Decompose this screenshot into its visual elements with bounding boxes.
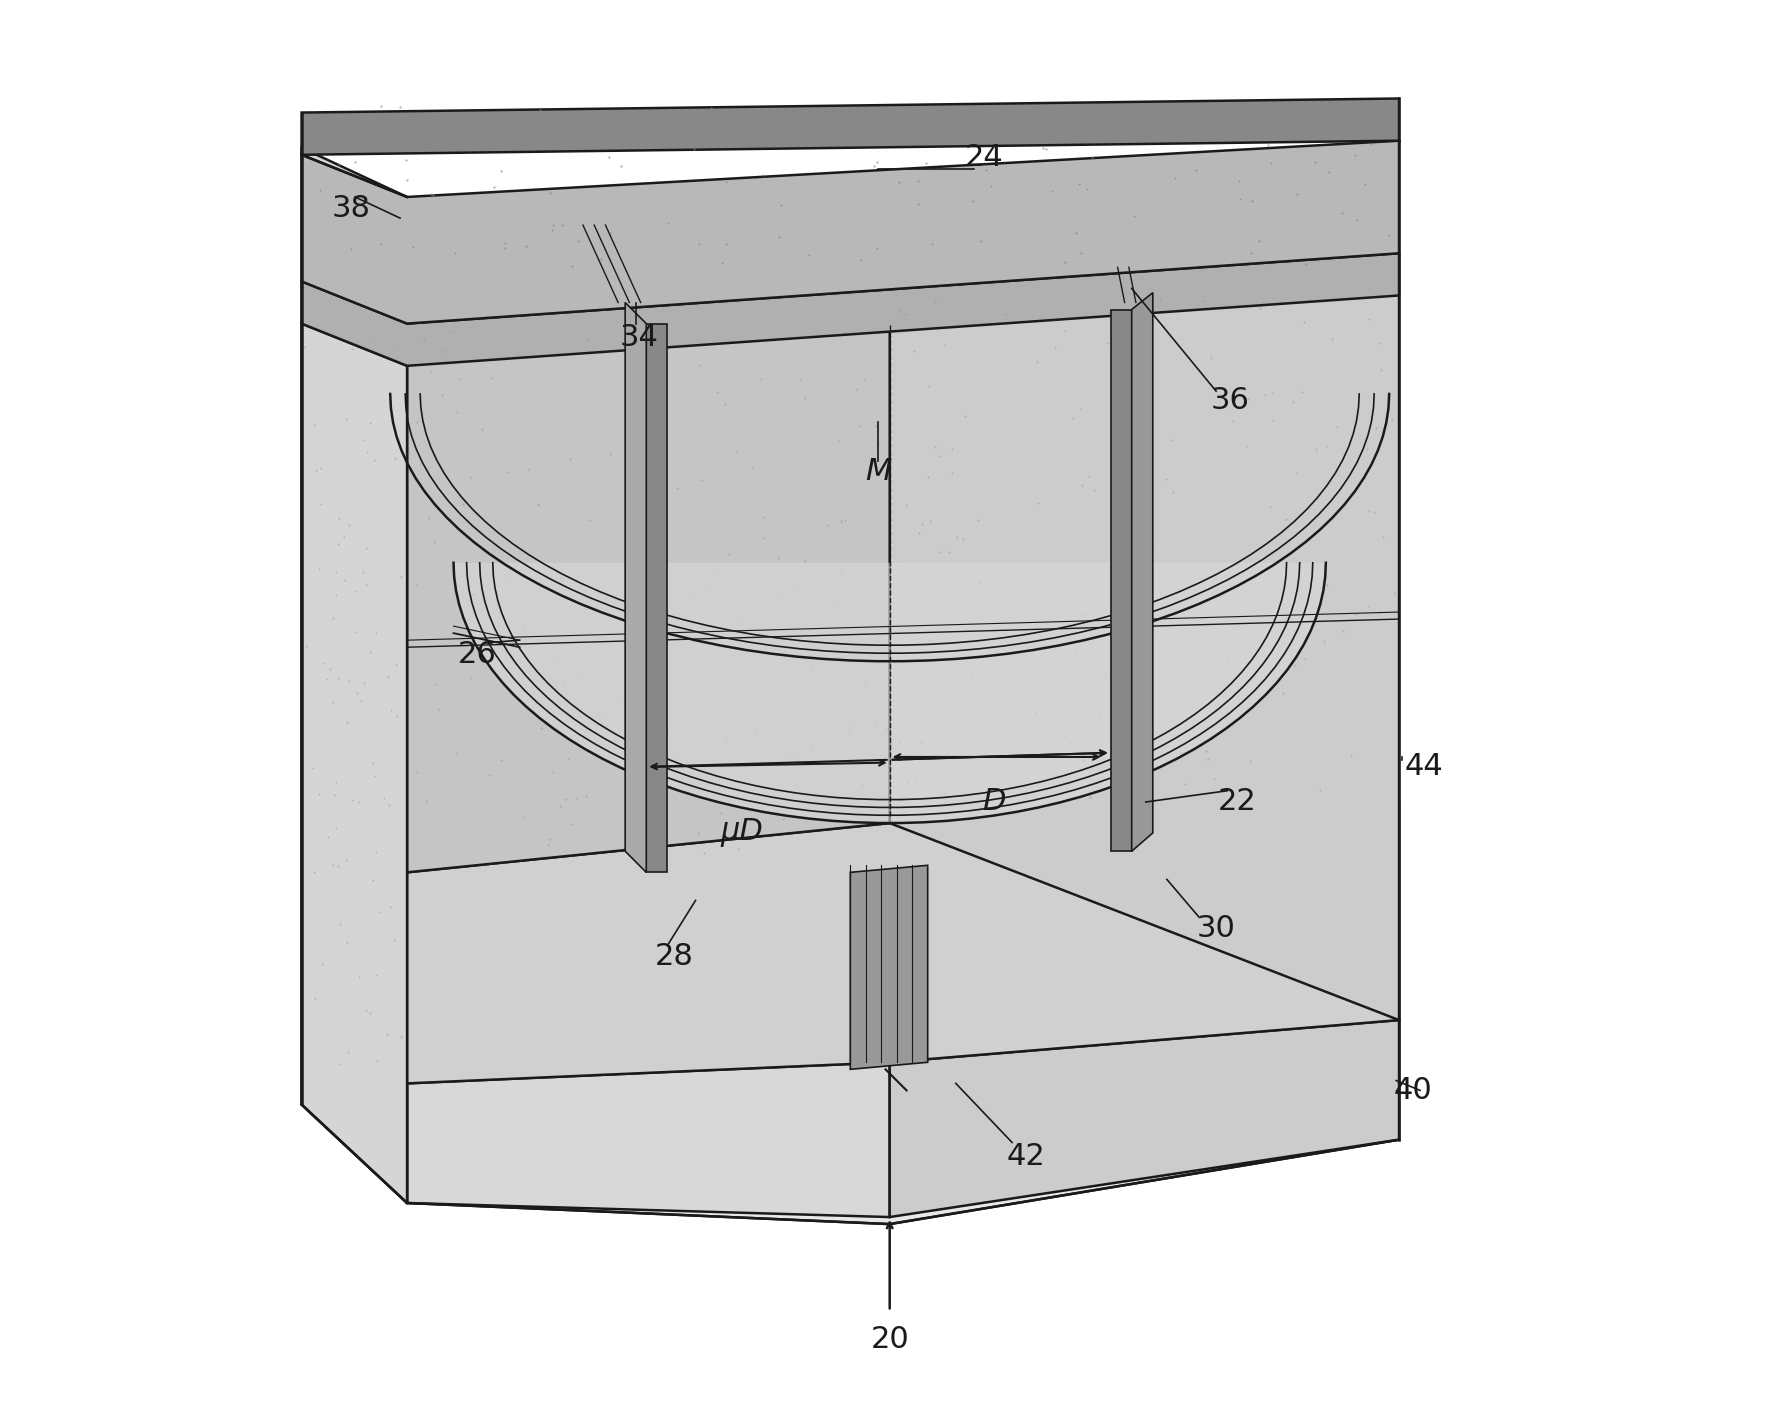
Polygon shape [1110, 310, 1132, 851]
Text: 40: 40 [1394, 1076, 1433, 1104]
Text: 24: 24 [964, 144, 1003, 172]
Text: 38: 38 [332, 194, 369, 222]
Polygon shape [302, 148, 407, 1203]
Polygon shape [453, 563, 1326, 823]
Text: 20: 20 [871, 1325, 909, 1354]
Text: 30: 30 [1196, 915, 1235, 943]
Polygon shape [302, 253, 1399, 366]
Text: 42: 42 [1007, 1142, 1046, 1171]
Polygon shape [407, 1062, 889, 1217]
Polygon shape [850, 865, 928, 1069]
Polygon shape [889, 1020, 1399, 1217]
Text: 26: 26 [459, 640, 496, 668]
Text: μD: μD [721, 819, 764, 847]
Text: 28: 28 [655, 943, 694, 971]
Polygon shape [407, 288, 889, 872]
Polygon shape [646, 324, 668, 872]
Text: 22: 22 [1217, 788, 1257, 816]
Text: M: M [866, 457, 892, 485]
Polygon shape [1132, 293, 1153, 851]
Text: 44: 44 [1405, 753, 1444, 781]
Polygon shape [625, 303, 646, 872]
Polygon shape [302, 324, 407, 1203]
Polygon shape [302, 141, 1399, 324]
Polygon shape [407, 1020, 1399, 1224]
Text: 34: 34 [619, 324, 659, 352]
Text: D: D [982, 788, 1005, 816]
Polygon shape [407, 802, 1399, 1083]
Polygon shape [889, 253, 1399, 1020]
Text: 36: 36 [1210, 387, 1249, 415]
Polygon shape [302, 98, 1399, 155]
